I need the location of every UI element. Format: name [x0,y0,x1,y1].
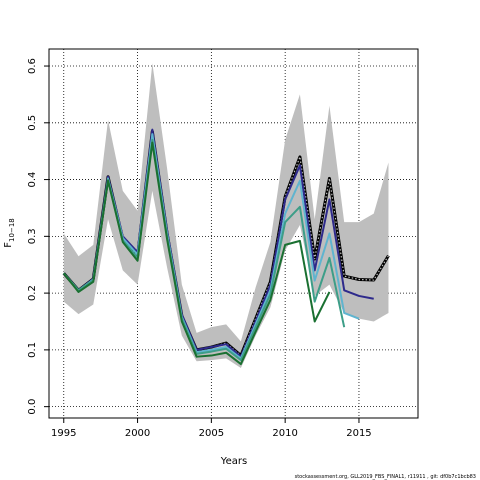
series-line-4 [62,141,331,366]
footer-note: stockassessment.org, GLL2019_FBS_FINAL1,… [295,474,476,480]
x-axis-title: Years [220,456,247,467]
y-axis-title-sub: 10−18 [8,218,16,242]
y-tick-label: 0.4 [27,172,38,188]
y-tick-label: 0.2 [27,285,38,301]
x-tick-label: 2015 [346,428,371,439]
series-lines [62,128,390,366]
x-tick-label: 2010 [272,428,297,439]
y-tick-label: 0.3 [27,228,38,244]
y-axis-title-main: F [3,242,14,248]
y-tick-label: 0.6 [27,58,38,74]
svg-text:F10−18: F10−18 [3,218,16,247]
x-axis: 1995 2000 2005 2010 2015 [51,418,372,439]
y-tick-label: 0.5 [27,115,38,131]
x-tick-label: 2005 [199,428,224,439]
x-tick-label: 1995 [51,428,76,439]
y-tick-label: 0.0 [27,399,38,415]
plot-frame [48,48,419,419]
y-axis-title: F10−18 [3,218,16,247]
y-tick-label: 0.1 [27,342,38,358]
uncertainty-band [63,63,389,369]
confidence-band-polygon [63,63,389,369]
y-axis: 0.0 0.1 0.2 0.3 0.4 0.5 0.6 [27,58,49,415]
x-tick-label: 2000 [125,428,150,439]
